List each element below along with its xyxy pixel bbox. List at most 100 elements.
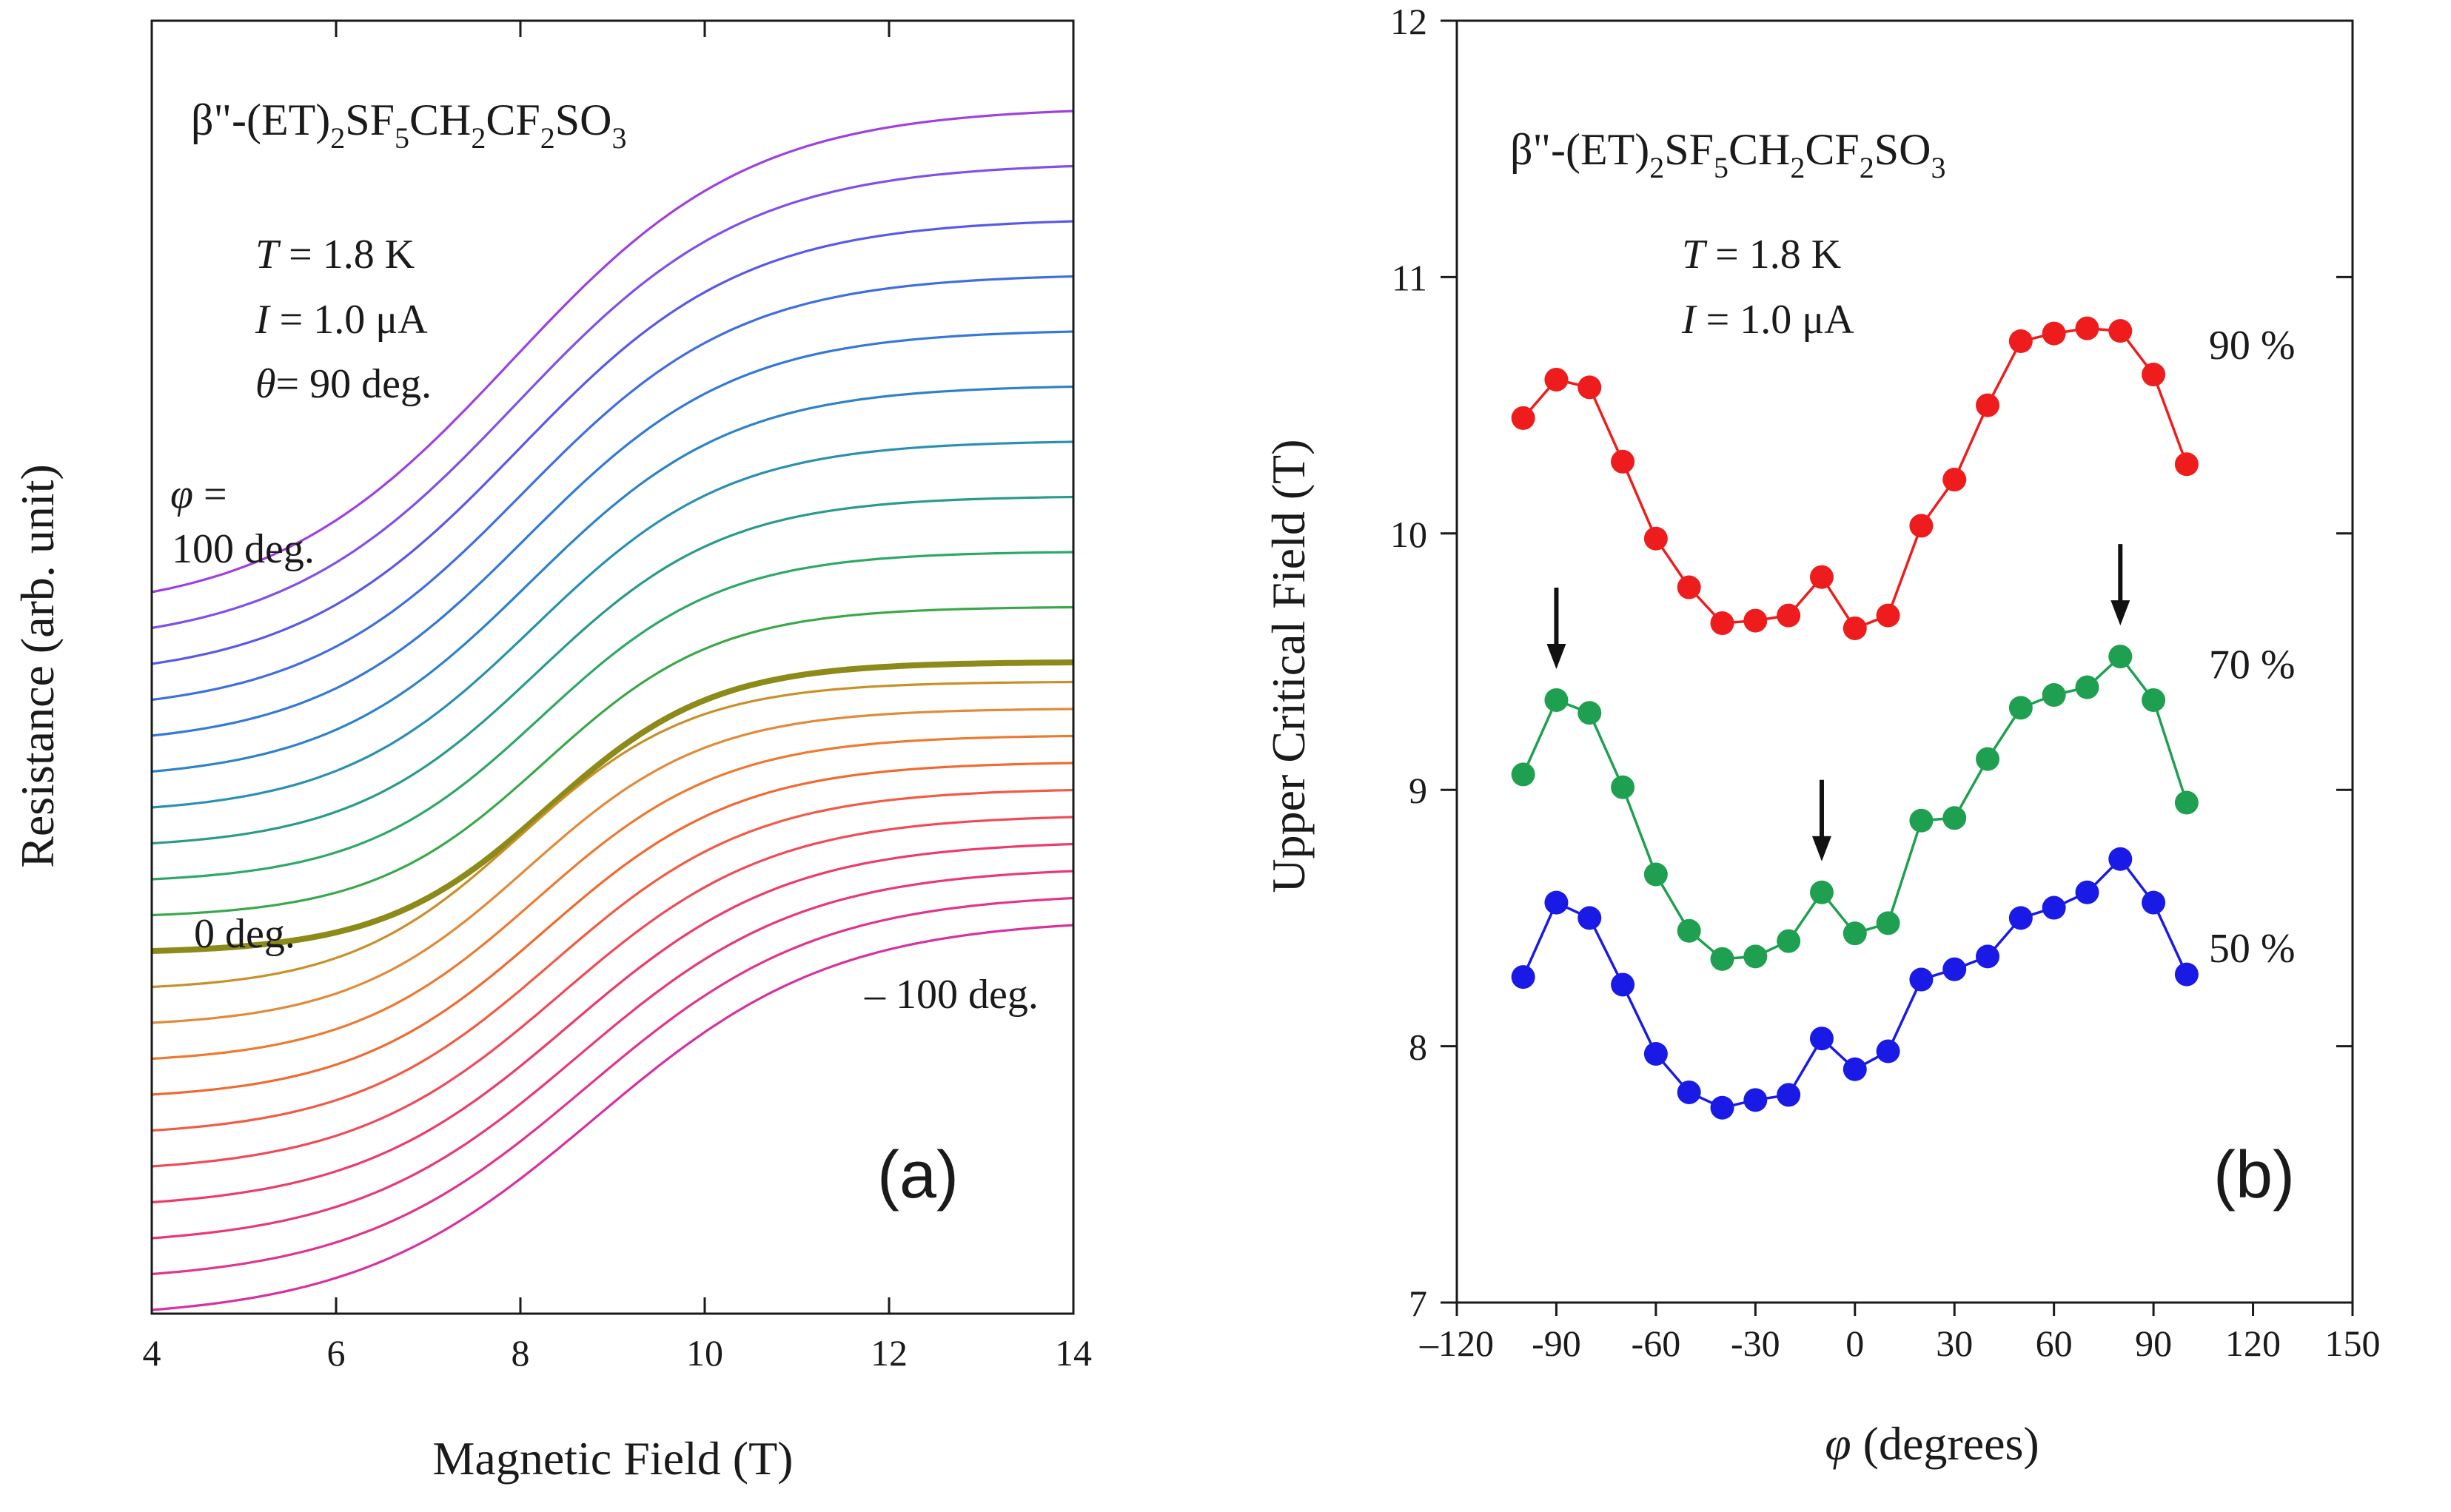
data-point <box>1710 611 1734 636</box>
panel-a-panel-label: (a) <box>877 1138 959 1212</box>
series-50pct: 50 % <box>1511 847 2296 1120</box>
panel-a-x-tick-label: 8 <box>512 1332 530 1374</box>
data-point <box>1777 1083 1801 1107</box>
data-point <box>1909 808 1934 833</box>
data-point <box>1677 575 1701 599</box>
data-point <box>2075 316 2099 340</box>
series-line <box>1522 326 2188 631</box>
panel-a-label-100deg: 100 deg. <box>172 526 315 572</box>
panel-a-compound-title: β"-(ET)2SF5CH2CF2SO3 <box>191 95 626 155</box>
series-label: 90 % <box>2209 323 2296 369</box>
panel-b-y-tick-label: 8 <box>1409 1027 1427 1068</box>
data-point <box>1544 367 1569 392</box>
panel-b-panel-label: (b) <box>2213 1138 2295 1212</box>
data-point <box>1643 526 1668 551</box>
panel-a-temperature-label: T = 1.8 K <box>255 232 415 278</box>
resistance-curve-phi--40 <box>151 762 1074 1096</box>
panel-b-y-tick-label: 7 <box>1409 1283 1427 1324</box>
data-point <box>1809 880 1834 904</box>
data-point <box>1743 608 1768 633</box>
series-90pct: 90 % <box>1511 316 2296 640</box>
panel-b-critical-field-chart: –120 -90 -60 -30 0 30 60 90 120 150 7 8 9 10 11 12 90 %… <box>1262 1 2381 1470</box>
data-point <box>2142 688 2166 712</box>
data-point <box>1743 944 1768 969</box>
panel-b-series: 90 % 70 % 50 % <box>1511 316 2296 1120</box>
data-point <box>2008 906 2033 930</box>
data-point <box>1777 603 1801 628</box>
data-point <box>1809 1027 1834 1051</box>
data-point <box>1876 1039 1900 1064</box>
data-point <box>1976 944 2000 969</box>
data-point <box>1710 947 1734 971</box>
data-point <box>1909 967 1934 992</box>
panel-b-x-tick-label: 30 <box>1936 1323 1973 1364</box>
panel-a-x-ticks: 4 6 8 10 12 14 <box>143 21 1092 1374</box>
data-point <box>1611 775 1635 799</box>
panel-b-x-tick-label: 0 <box>1845 1323 1864 1364</box>
panel-b-y-tick-label: 9 <box>1409 770 1427 811</box>
panel-a-x-tick-label: 4 <box>143 1332 161 1374</box>
data-point <box>1909 514 1934 538</box>
panel-a-resistance-chart: 4 6 8 10 12 14 Magnetic Field (T) Resistance … <box>11 19 1092 1485</box>
data-point <box>1643 862 1668 887</box>
panel-b-current-label: I = 1.0 μA <box>1681 297 1854 343</box>
panel-a-y-axis-title: Resistance (arb. unit) <box>11 464 64 868</box>
panel-b-arrows <box>1546 544 2130 861</box>
resistance-curve-phi--100 <box>151 924 1074 1311</box>
resistance-curve-phi-70 <box>151 275 1074 702</box>
arrow-head <box>1546 643 1566 669</box>
data-point <box>2075 880 2099 904</box>
panel-b-y-tick-label: 10 <box>1390 514 1427 555</box>
resistance-curve-phi--60 <box>151 816 1074 1168</box>
panel-b-plot-frame <box>1455 19 2354 1304</box>
data-point <box>2108 847 2133 871</box>
arrow-head <box>2110 600 2130 626</box>
panel-b-temperature-label: T = 1.8 K <box>1682 232 1841 278</box>
data-point <box>1876 603 1900 628</box>
data-point <box>1710 1095 1734 1120</box>
panel-a-theta-label: θ= 90 deg. <box>255 361 432 407</box>
resistance-curve-phi-90 <box>151 164 1074 630</box>
resistance-curve-phi-30 <box>151 495 1074 845</box>
panel-b-x-tick-label: -60 <box>1632 1323 1681 1364</box>
panel-a-x-tick-label: 12 <box>871 1332 908 1374</box>
panel-a-label-minus100deg: – 100 deg. <box>864 972 1039 1018</box>
panel-a-x-axis-title: Magnetic Field (T) <box>433 1432 794 1485</box>
data-point <box>1942 806 1967 830</box>
data-point <box>2174 962 2199 987</box>
data-point <box>1511 762 1535 787</box>
panel-b-y-axis-title: Upper Critical Field (T) <box>1262 439 1315 893</box>
data-point <box>1511 406 1535 430</box>
data-point <box>1976 747 2000 771</box>
data-point <box>2108 319 2133 343</box>
data-point <box>2008 329 2033 353</box>
panel-a-current-label: I = 1.0 μA <box>255 297 428 343</box>
panel-b-y-tick-label: 11 <box>1392 257 1427 298</box>
panel-a-x-tick-label: 10 <box>686 1332 723 1374</box>
resistance-curve-phi--50 <box>151 788 1074 1132</box>
panel-a-label-0deg: 0 deg. <box>194 911 295 957</box>
resistance-curve-phi--20 <box>151 708 1074 1024</box>
panel-b-x-tick-label: -90 <box>1532 1323 1581 1364</box>
panel-b-x-tick-label: 120 <box>2225 1323 2281 1364</box>
data-point <box>2142 890 2166 915</box>
data-point <box>1511 965 1535 989</box>
panel-b-y-tick-label: 12 <box>1390 1 1427 42</box>
resistance-curve-phi-20 <box>151 551 1074 881</box>
series-70pct: 70 % <box>1511 642 2296 971</box>
data-point <box>2042 683 2066 708</box>
data-point <box>2142 363 2166 387</box>
data-point <box>1876 911 1900 935</box>
data-point <box>2008 696 2033 720</box>
panel-b-compound-title: β"-(ET)2SF5CH2CF2SO3 <box>1510 125 1945 184</box>
data-point <box>1843 921 1867 946</box>
panel-b-ticks: –120 -90 -60 -30 0 30 60 90 120 150 7 8 9 10 11 12 <box>1390 1 2381 1364</box>
data-point <box>1677 1080 1701 1104</box>
resistance-curve-phi--90 <box>151 896 1074 1276</box>
resistance-curve-phi--10 <box>151 680 1074 989</box>
data-point <box>1611 449 1635 474</box>
data-point <box>2174 452 2199 477</box>
panel-a-plot-frame <box>150 19 1075 1315</box>
series-label: 70 % <box>2209 642 2296 688</box>
